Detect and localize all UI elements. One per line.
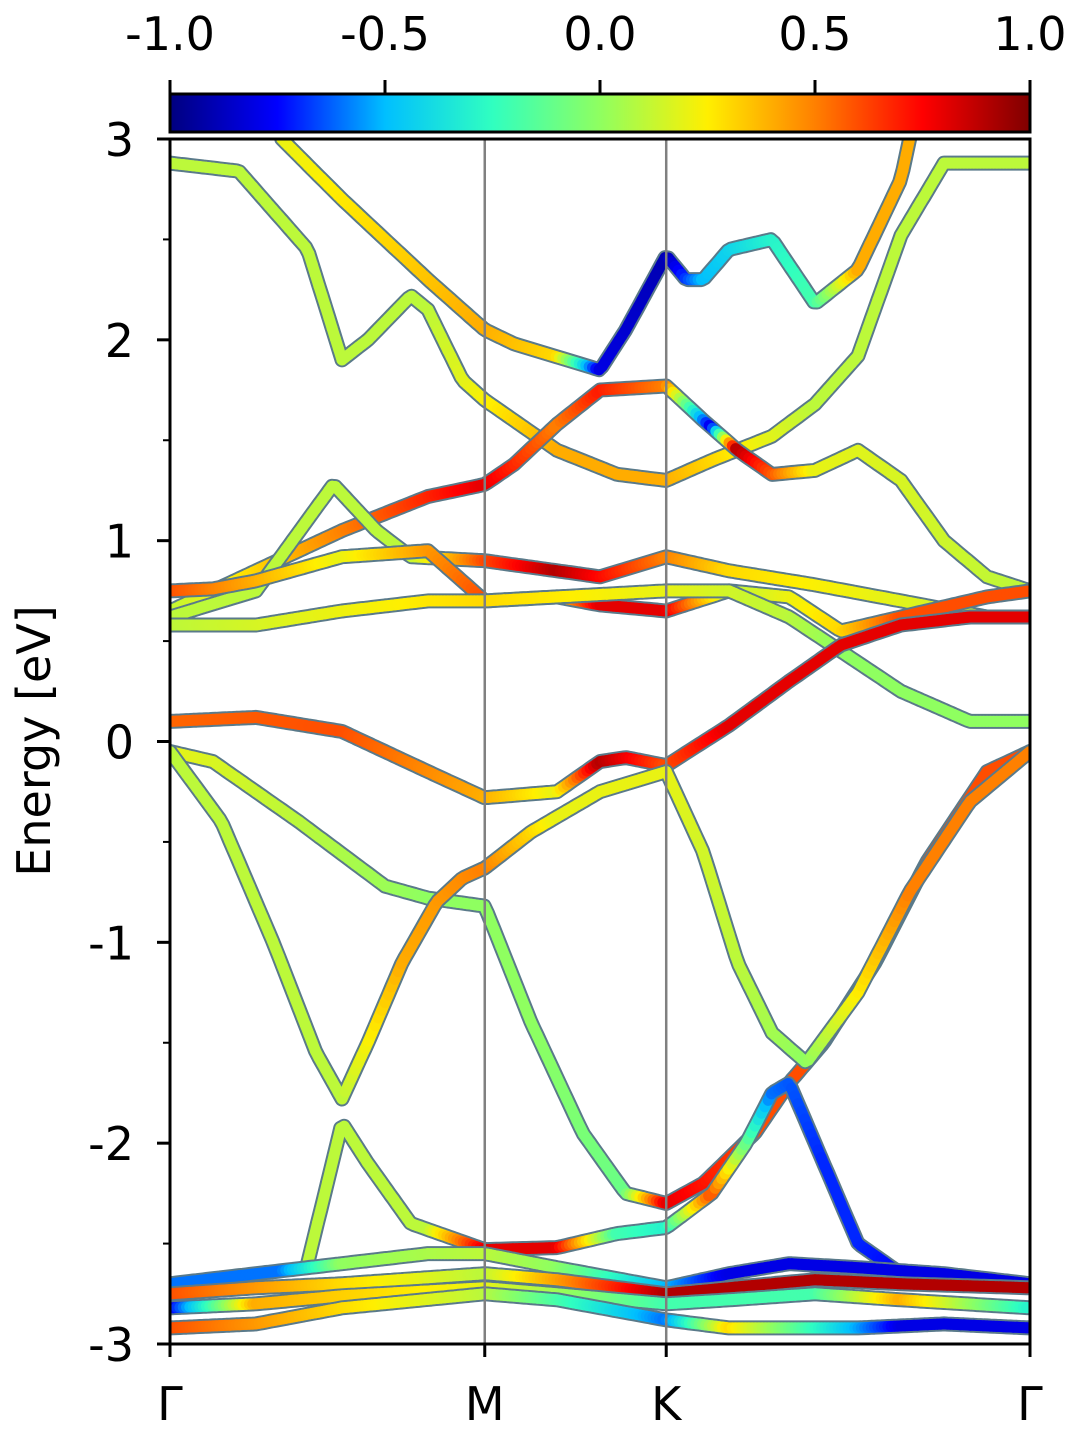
y-tick-label: 1 <box>105 515 134 569</box>
x-tick-label: Γ <box>1017 1377 1043 1431</box>
y-tick-label: 0 <box>105 716 134 770</box>
band-1 <box>170 155 1030 488</box>
band-2 <box>274 139 918 378</box>
band-8 <box>170 744 1030 1211</box>
colorbar-tick-label: -1.0 <box>125 7 215 61</box>
y-tick-label: -3 <box>88 1318 134 1372</box>
band-outline <box>170 744 1030 1107</box>
band-outline <box>170 609 1030 805</box>
band-13 <box>170 1280 1030 1316</box>
band-6 <box>170 583 1030 729</box>
y-axis: 3 2 1 0 -1 -2 -3 <box>88 113 170 1372</box>
colorbar: -1.0 -0.5 0.0 0.5 1.0 <box>125 7 1067 134</box>
y-tick-label: 2 <box>105 314 134 368</box>
y-tick-label: -1 <box>88 916 134 970</box>
y-tick-label: -2 <box>88 1117 134 1171</box>
colorbar-tick-label: 0.5 <box>778 7 851 61</box>
colorbar-tick-label: -0.5 <box>340 7 430 61</box>
x-tick-label: M <box>465 1377 505 1431</box>
band-9 <box>170 744 1030 1107</box>
band-14 <box>170 1286 1030 1336</box>
x-tick-label: Γ <box>157 1377 183 1431</box>
colorbar-gradient <box>168 92 1032 134</box>
band-segment <box>900 139 916 160</box>
band-3 <box>170 378 1030 619</box>
colorbar-tick-label: 0.0 <box>563 7 636 61</box>
y-axis-label: Energy [eV] <box>7 605 61 876</box>
y-tick-label: 3 <box>105 113 134 167</box>
band-7 <box>170 609 1030 805</box>
colorbar-ticks: -1.0 -0.5 0.0 0.5 1.0 <box>125 7 1067 94</box>
band-outline <box>170 155 1030 488</box>
band-12 <box>170 1266 1030 1302</box>
x-tick-label: K <box>651 1377 683 1431</box>
colorbar-tick-label: 1.0 <box>993 7 1066 61</box>
plot-area: 3 2 1 0 -1 -2 -3 Γ M K Γ Energy [eV] <box>7 113 1043 1431</box>
k-path-dividers <box>483 139 668 1344</box>
band-lines <box>170 139 1030 1336</box>
